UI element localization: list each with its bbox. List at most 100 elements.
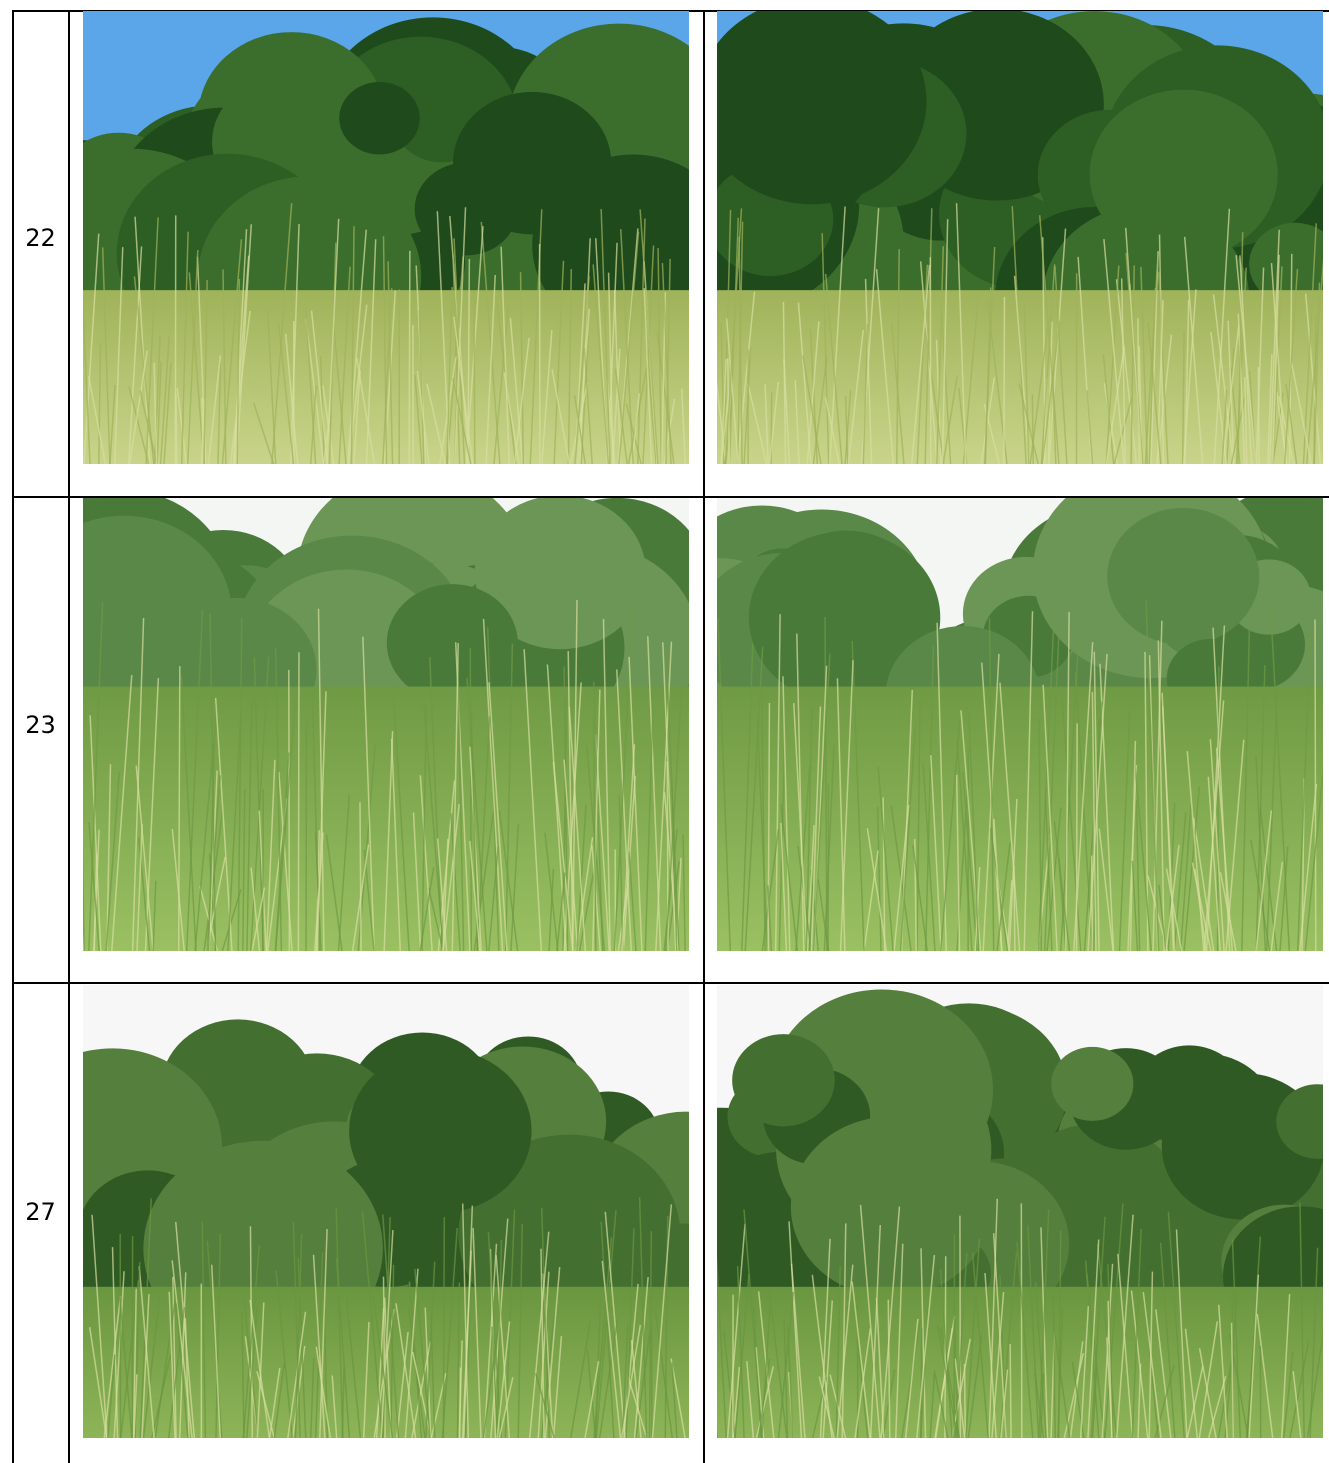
grass-blade [167, 1307, 186, 1438]
grass-blade [1231, 1239, 1242, 1438]
grass-blade [919, 261, 938, 464]
grass-blade [893, 804, 910, 951]
grass-blade [423, 703, 445, 951]
grass-blade [904, 1318, 919, 1438]
grass-blade [1054, 266, 1068, 464]
grass-blade [996, 842, 1011, 951]
grass-blade [495, 1255, 511, 1438]
grass-blade [1115, 279, 1138, 464]
grass-blade [817, 879, 830, 951]
grass-blade [993, 818, 1003, 951]
grass-blade [643, 288, 653, 464]
grass-blade [1314, 619, 1317, 951]
grass-blade [528, 1231, 550, 1438]
grass-blade [1133, 756, 1152, 951]
grass-blade [627, 1377, 648, 1438]
grass-blade [1118, 711, 1131, 951]
grass-blade [1090, 855, 1094, 951]
grass-blade [1270, 263, 1287, 464]
grass-blade [1305, 258, 1323, 464]
grass-blade [635, 1332, 651, 1438]
grass-blade [416, 370, 430, 464]
grass-blade [863, 850, 879, 951]
grass-blade [207, 355, 222, 464]
grass-blade [638, 1196, 648, 1438]
grass-blade [654, 1310, 674, 1438]
grass-blade [1131, 860, 1139, 951]
grass-blade [461, 1203, 470, 1438]
grass-blade [382, 288, 393, 464]
grass-blade [1090, 1216, 1106, 1438]
grass-blade [392, 683, 410, 951]
grass-blade [175, 393, 178, 464]
grass-blade [911, 264, 931, 464]
grass-blade [313, 832, 324, 951]
grass-blade [292, 1221, 301, 1438]
grass-blade [1184, 299, 1190, 464]
grass-blade [414, 375, 423, 464]
grass-blade [424, 1307, 432, 1438]
grass-blade [1309, 1247, 1319, 1438]
grass-blade [604, 1211, 626, 1438]
grass-blade [408, 250, 411, 464]
grass-blade [396, 1331, 409, 1438]
grass-blade [338, 266, 351, 464]
grass-blade [616, 669, 633, 951]
grass-blade [602, 618, 611, 951]
grass-blade [133, 1374, 138, 1438]
grass-blade [628, 851, 637, 951]
grass-blade [717, 1254, 728, 1438]
grass-blade [967, 1335, 983, 1438]
grass-blade [201, 1221, 207, 1438]
grass-blade [844, 396, 849, 464]
grass-blade [1107, 1300, 1113, 1438]
grass-blade [469, 840, 481, 951]
grass-blade [620, 1324, 642, 1438]
grass-blade [601, 1260, 622, 1438]
photo [717, 985, 1323, 1438]
grass-blade [487, 1231, 502, 1438]
grass-blade [89, 715, 102, 951]
grass-blade [1183, 236, 1204, 464]
grass-blade [856, 1340, 869, 1438]
grass-blade [930, 755, 942, 951]
grass-blade [835, 1266, 841, 1438]
grass-blade [851, 1281, 871, 1438]
grass-blade [621, 744, 636, 951]
grass-blade [761, 1302, 771, 1438]
grass-blade [988, 617, 995, 951]
grass-blade [141, 1294, 150, 1438]
grass-blade [661, 263, 672, 464]
grass-blade [552, 1336, 563, 1438]
grass-blade [188, 272, 205, 464]
grass-blade [1064, 611, 1070, 951]
grass-blade [387, 261, 394, 464]
grass-blade [965, 1238, 981, 1438]
grass-blade [812, 653, 831, 951]
grass-blade [818, 1376, 835, 1438]
grass-blade [491, 1326, 499, 1438]
grass-blade [419, 866, 435, 951]
grass-blade [600, 208, 611, 464]
grass-blade [1023, 611, 1034, 951]
grass-blade [736, 1265, 745, 1438]
grass-blade [111, 1247, 119, 1438]
grass-blade [1181, 330, 1185, 464]
grass-blade [782, 301, 787, 464]
ground [717, 290, 1323, 464]
grass-blade [1137, 1363, 1142, 1438]
grass-blade [824, 397, 841, 464]
grass-blade [109, 384, 116, 464]
grass-blade [1023, 304, 1030, 464]
grass-blade [1250, 839, 1271, 951]
grass-blade [736, 291, 756, 464]
grass-blade [836, 1264, 854, 1438]
grass-blade [1044, 791, 1053, 951]
grass-blade [1288, 253, 1293, 464]
grass-blade [159, 336, 170, 464]
grass-blade [144, 678, 160, 951]
grass-blade [780, 804, 799, 951]
grass-blade [1212, 294, 1235, 464]
grass-blade [482, 618, 504, 951]
grass-blade [271, 203, 293, 464]
